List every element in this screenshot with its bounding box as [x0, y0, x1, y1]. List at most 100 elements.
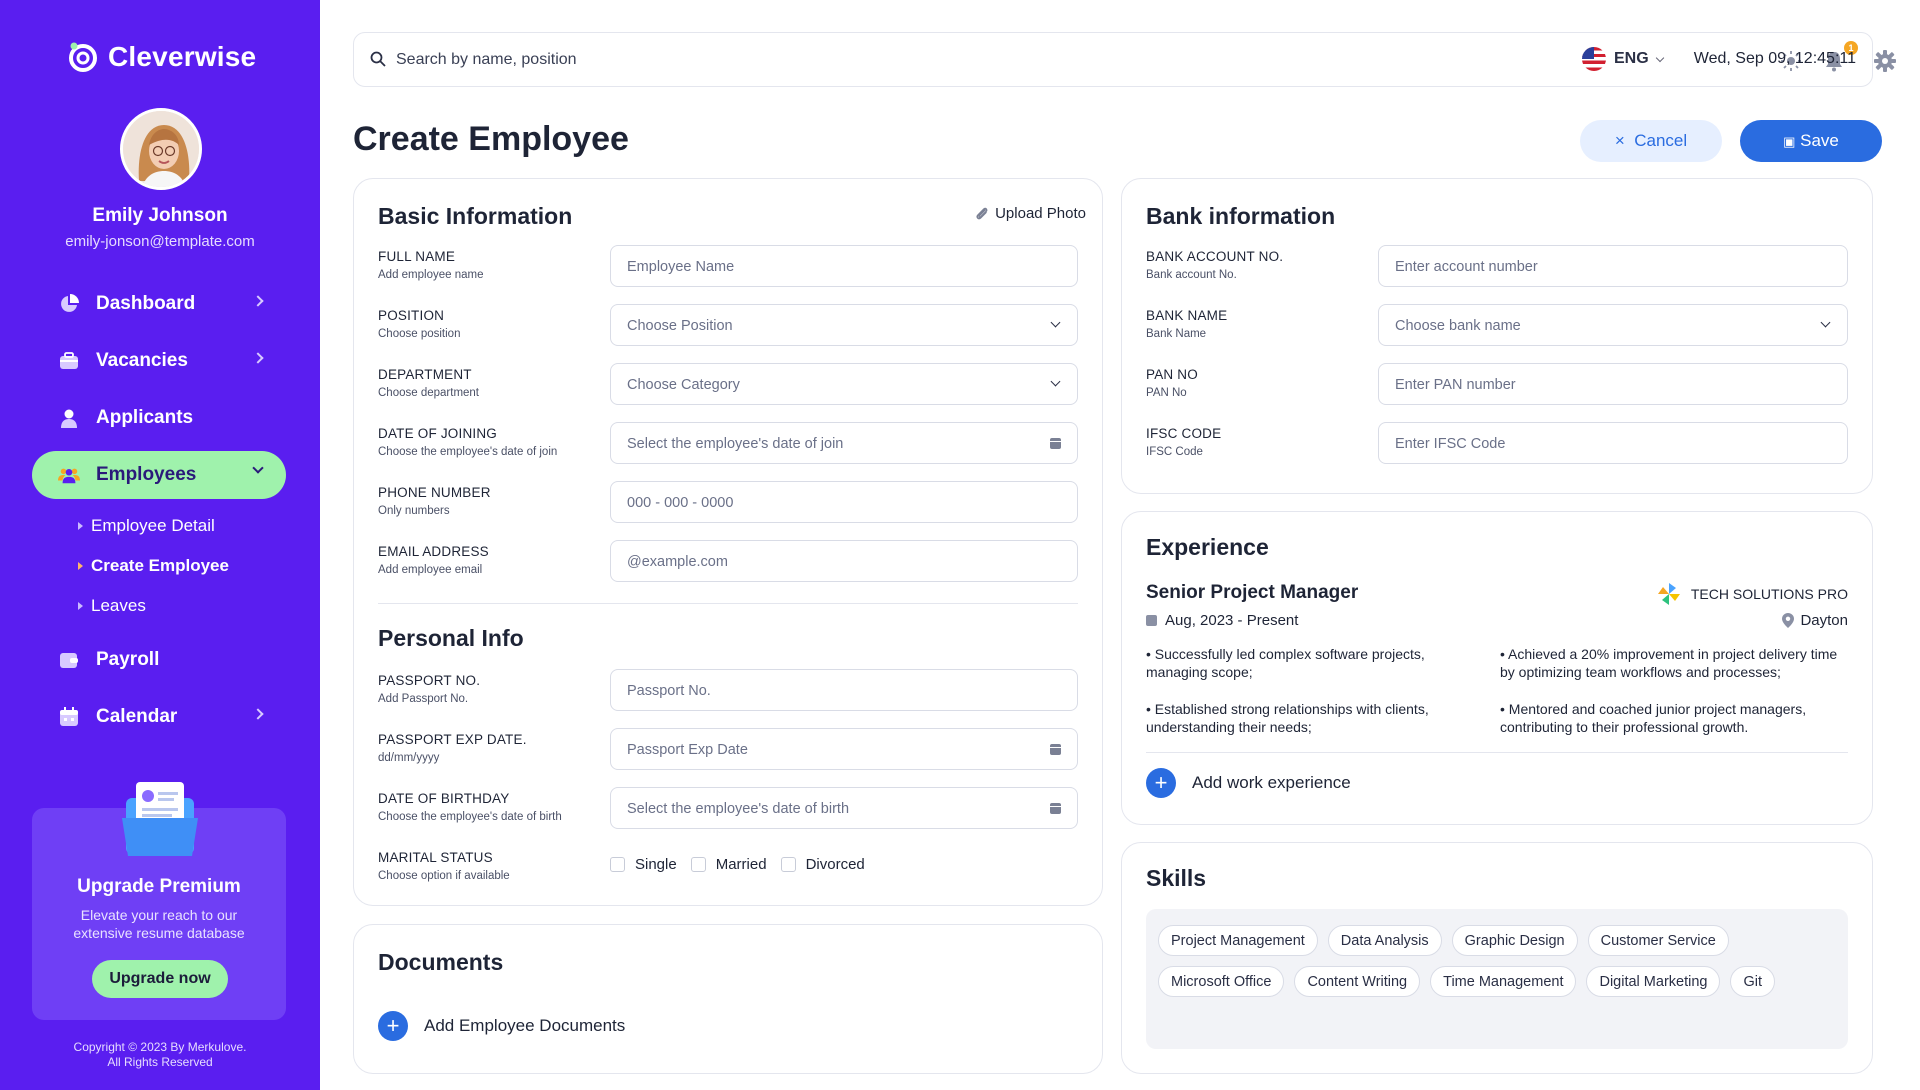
department-input[interactable]: [627, 372, 1037, 398]
avatar-image: [123, 111, 199, 187]
search-input[interactable]: [396, 45, 1096, 75]
field-label: EMAIL ADDRESS: [378, 544, 489, 559]
notifications-button[interactable]: [1822, 49, 1846, 73]
upgrade-now-button[interactable]: Upgrade now: [92, 960, 228, 998]
skill-tag[interactable]: Git: [1730, 966, 1776, 997]
full-name-input[interactable]: [627, 254, 1037, 280]
basic-information-title: Basic Information: [378, 203, 573, 229]
nav-employees[interactable]: Employees: [32, 451, 286, 499]
logo-icon: [69, 42, 97, 72]
ifsc-code-input[interactable]: [1395, 431, 1807, 457]
brand-logo[interactable]: Cleverwise: [66, 40, 256, 74]
nav-vacancies[interactable]: Vacancies: [32, 337, 286, 385]
brand-name: Cleverwise: [108, 41, 257, 72]
date-of-birth-input[interactable]: [627, 796, 1037, 822]
position-row: POSITION Choose position: [378, 304, 1078, 348]
option-label: Divorced: [805, 856, 865, 873]
nav-applicants-label: Applicants: [96, 407, 194, 428]
add-documents-button[interactable]: + Add Employee Documents: [378, 1011, 625, 1041]
subnav-leaves[interactable]: Leaves: [32, 586, 286, 626]
nav-dashboard[interactable]: Dashboard: [32, 280, 286, 328]
checkbox[interactable]: [780, 857, 796, 872]
skill-tag[interactable]: Content Writing: [1294, 966, 1421, 997]
skill-tag[interactable]: Customer Service: [1587, 925, 1729, 956]
marital-single-option[interactable]: Single: [610, 856, 677, 873]
caret-right-icon: [78, 562, 83, 570]
subnav-create-employee[interactable]: Create Employee: [32, 546, 286, 586]
basic-information-card: Basic Information Upload Photo FULL NAME…: [353, 178, 1103, 906]
date-of-joining-row: DATE OF JOINING Choose the employee's da…: [378, 422, 1078, 466]
documents-card: Documents + Add Employee Documents: [353, 924, 1103, 1074]
language-selector[interactable]: ENG: [1582, 47, 1664, 71]
skill-tag[interactable]: Time Management: [1430, 966, 1577, 997]
add-work-experience-button[interactable]: + Add work experience: [1146, 768, 1351, 798]
calendar-icon[interactable]: [1050, 803, 1061, 814]
field-label: PASSPORT EXP DATE.: [378, 732, 527, 747]
nav-dashboard-label: Dashboard: [96, 293, 196, 314]
subnav-employee-detail[interactable]: Employee Detail: [32, 506, 286, 546]
position-input[interactable]: [627, 313, 1037, 339]
marital-married-option[interactable]: Married: [690, 856, 767, 873]
department-select[interactable]: [610, 363, 1078, 405]
passport-no-input[interactable]: [627, 678, 1037, 704]
pan-no-field: [1378, 363, 1848, 405]
skills-list: Project Management Data Analysis Graphic…: [1146, 909, 1848, 1049]
folder-documents-icon: [122, 782, 198, 856]
paperclip-icon: [976, 207, 988, 219]
nav-calendar-label: Calendar: [96, 706, 178, 727]
briefcase-icon: [58, 350, 80, 372]
skill-tag[interactable]: Microsoft Office: [1158, 966, 1285, 997]
premium-title: Upgrade Premium: [77, 876, 241, 897]
subnav-label: Create Employee: [91, 556, 229, 575]
passport-exp-input[interactable]: [627, 737, 1037, 763]
skill-tag[interactable]: Project Management: [1158, 925, 1318, 956]
pan-no-input[interactable]: [1395, 372, 1807, 398]
personal-info-title: Personal Info: [378, 625, 524, 651]
skill-tag[interactable]: Digital Marketing: [1586, 966, 1721, 997]
ifsc-code-field: [1378, 422, 1848, 464]
experience-bullet: • Successfully led complex software proj…: [1146, 646, 1425, 680]
settings-button[interactable]: [1873, 49, 1897, 73]
chevron-down-icon: [1655, 53, 1664, 62]
phone-number-row: PHONE NUMBER Only numbers: [378, 481, 1078, 525]
skill-tag[interactable]: Data Analysis: [1327, 925, 1442, 956]
theme-toggle[interactable]: [1779, 49, 1803, 73]
field-hint: Choose the employee's date of birth: [378, 811, 562, 823]
chevron-right-icon: [252, 352, 264, 364]
calendar-icon[interactable]: [1050, 744, 1061, 755]
save-button[interactable]: ▣ Save: [1740, 120, 1882, 162]
bank-name-input[interactable]: [1395, 313, 1807, 339]
nav-calendar[interactable]: Calendar: [32, 693, 286, 741]
job-dates: Aug, 2023 - Present: [1146, 612, 1298, 629]
nav-payroll[interactable]: Payroll: [32, 636, 286, 684]
chevron-right-icon: [252, 708, 264, 720]
phone-number-input[interactable]: [627, 490, 1037, 516]
field-label: DATE OF JOINING: [378, 426, 498, 441]
chevron-down-icon: [1820, 317, 1831, 328]
cancel-button[interactable]: × Cancel: [1580, 120, 1722, 162]
checkbox[interactable]: [690, 857, 706, 872]
date-of-joining-input[interactable]: [627, 431, 1037, 457]
plus-icon: +: [378, 1011, 408, 1041]
bank-name-select[interactable]: [1378, 304, 1848, 346]
field-label: MARITAL STATUS: [378, 850, 493, 865]
email-input[interactable]: [627, 549, 1037, 575]
user-email: emily-jonson@template.com: [65, 233, 255, 250]
checkbox[interactable]: [610, 857, 625, 872]
upload-photo-button[interactable]: Upload Photo: [975, 205, 1086, 222]
experience-title: Experience: [1146, 534, 1269, 560]
position-select[interactable]: [610, 304, 1078, 346]
marital-status-options: Single Married Divorced: [610, 856, 865, 873]
avatar[interactable]: [120, 108, 202, 190]
experience-bullet: • Mentored and coached junior project ma…: [1500, 701, 1807, 735]
calendar-icon[interactable]: [1050, 438, 1061, 449]
field-hint: PAN No: [1146, 387, 1187, 399]
cancel-label: Cancel: [1634, 131, 1688, 150]
skill-tag[interactable]: Graphic Design: [1451, 925, 1578, 956]
nav-applicants[interactable]: Applicants: [32, 394, 286, 442]
bank-account-input[interactable]: [1395, 254, 1807, 280]
field-hint: Add employee name: [378, 269, 484, 281]
marital-divorced-option[interactable]: Divorced: [780, 856, 865, 873]
field-hint: Add employee email: [378, 564, 483, 576]
chevron-right-icon: [252, 295, 264, 307]
